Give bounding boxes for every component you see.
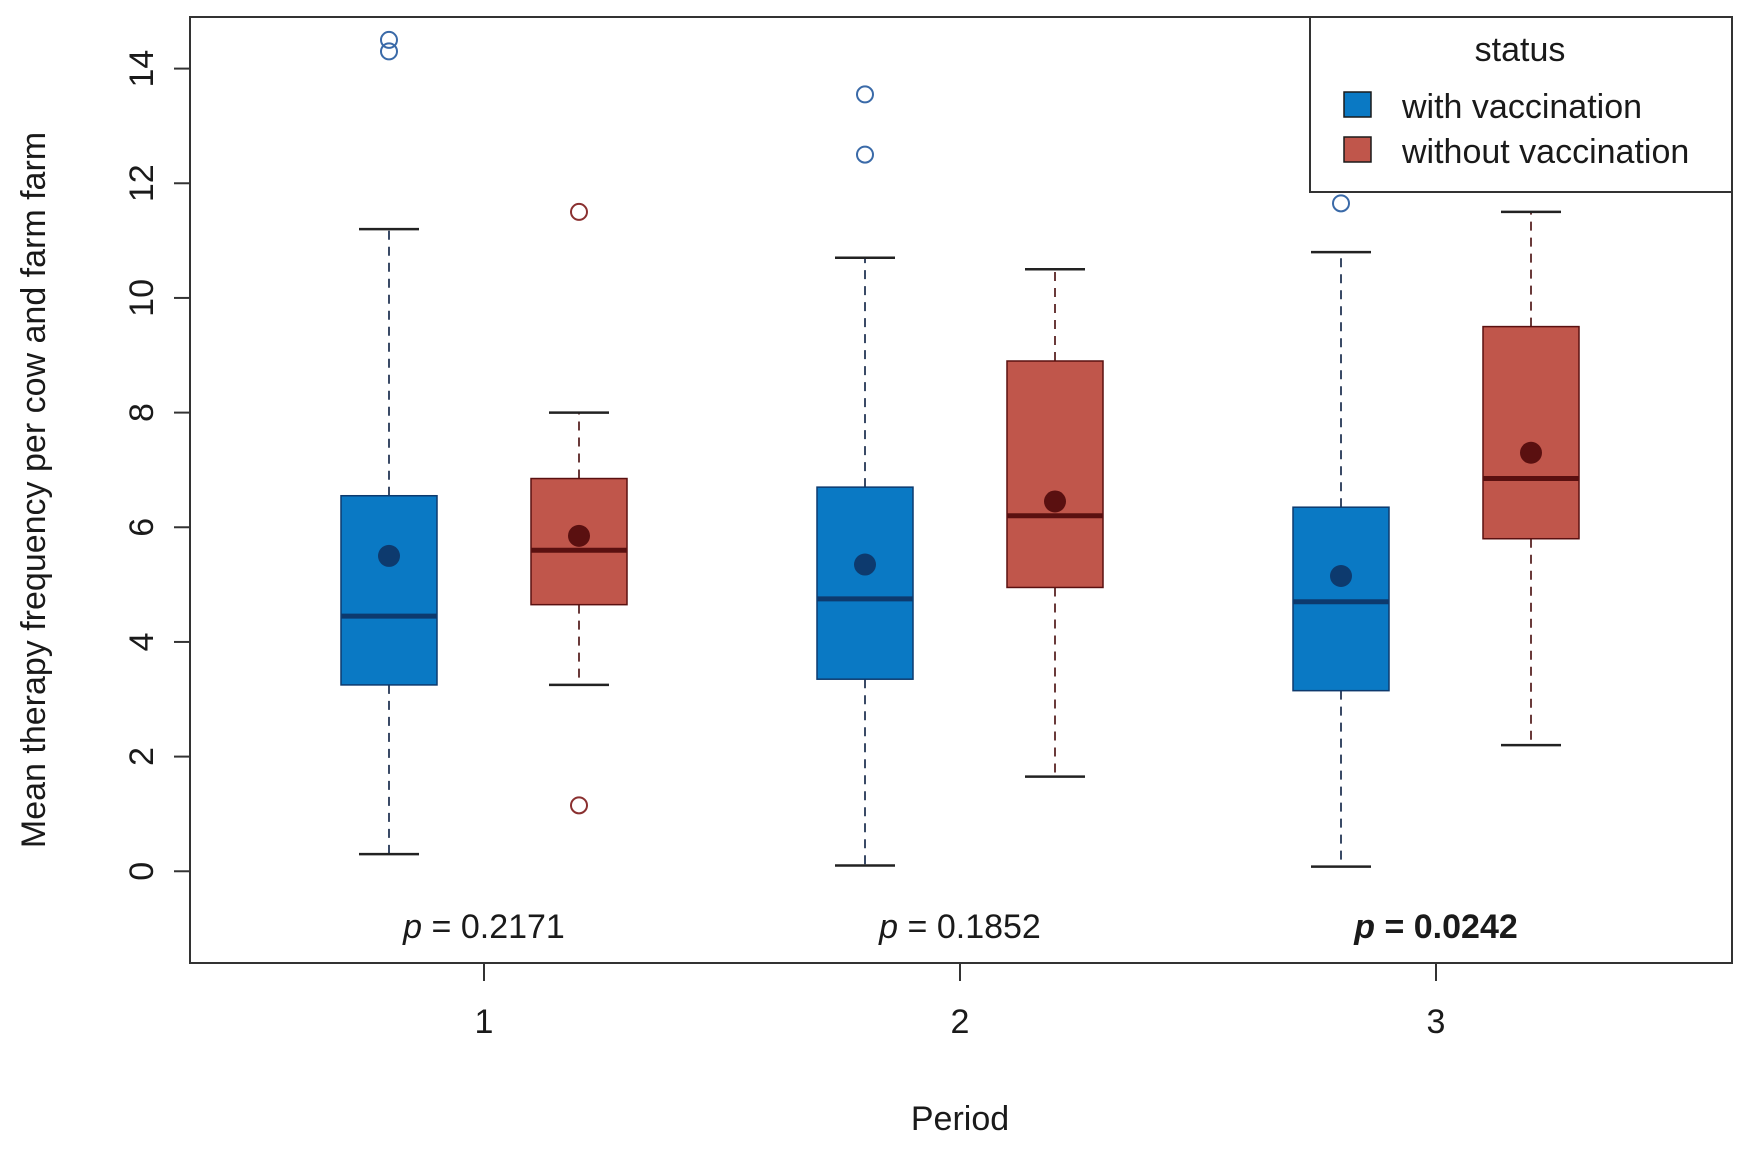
x-tick-label: 3 xyxy=(1427,1003,1446,1041)
box-with-vaccination-period-2 xyxy=(816,85,914,867)
legend-label-with-vaccination: with vaccination xyxy=(1401,88,1642,126)
p-value-period-3: p = 0.0242 xyxy=(1353,908,1518,946)
outlier-point xyxy=(570,796,588,815)
y-tick-label: 12 xyxy=(123,164,161,202)
legend-swatch-with-vaccination xyxy=(1343,91,1372,118)
y-tick-label: 6 xyxy=(123,518,161,537)
y-tick-label: 14 xyxy=(123,50,161,88)
box-iqr xyxy=(816,486,914,680)
legend-title: status xyxy=(1475,31,1566,69)
mean-point xyxy=(1044,490,1066,513)
outlier-point xyxy=(856,145,874,164)
legend-swatch-without-vaccination xyxy=(1343,136,1372,163)
y-tick-label: 2 xyxy=(123,747,161,766)
box-with-vaccination-period-1 xyxy=(340,30,438,856)
box-without-vaccination-period-2 xyxy=(1006,268,1104,778)
outlier-point xyxy=(380,42,398,61)
legend: status with vaccination without vaccinat… xyxy=(1309,16,1733,193)
mean-point xyxy=(1330,565,1352,587)
x-axis-title: Period xyxy=(911,1100,1009,1138)
y-tick-label: 8 xyxy=(123,403,161,422)
y-tick-label: 10 xyxy=(123,279,161,317)
boxes-layer xyxy=(340,30,1580,868)
box-iqr xyxy=(1292,506,1390,692)
p-value-period-1: p = 0.2171 xyxy=(402,908,565,946)
outlier-point xyxy=(380,30,398,49)
legend-box xyxy=(1309,16,1733,193)
y-tick-label: 4 xyxy=(123,632,161,651)
p-value-period-2-label: p xyxy=(878,908,898,946)
p-value-period-2: p = 0.1852 xyxy=(878,908,1041,946)
p-value-period-1-value: = 0.2171 xyxy=(432,908,565,946)
p-value-period-3-label: p xyxy=(1353,908,1375,946)
outlier-point xyxy=(570,202,588,221)
p-value-period-3-value: = 0.0242 xyxy=(1384,908,1517,946)
box-iqr xyxy=(340,494,438,686)
y-axis-title: Mean therapy frequency per cow and farm … xyxy=(15,132,53,848)
outlier-point xyxy=(856,85,874,104)
box-without-vaccination-period-1 xyxy=(530,202,628,815)
p-value-period-1-label: p xyxy=(402,908,422,946)
mean-point xyxy=(568,524,590,547)
outlier-point xyxy=(1332,194,1350,213)
p-value-period-2-value: = 0.1852 xyxy=(908,908,1041,946)
box-without-vaccination-period-3 xyxy=(1482,210,1580,747)
mean-point xyxy=(854,553,876,576)
legend-label-without-vaccination: without vaccination xyxy=(1401,133,1689,171)
x-tick-label: 1 xyxy=(475,1003,494,1041)
x-tick-label: 2 xyxy=(951,1003,970,1041)
y-tick-label: 0 xyxy=(123,862,161,881)
box-iqr xyxy=(1006,360,1104,589)
box-with-vaccination-period-3 xyxy=(1292,194,1390,868)
mean-point xyxy=(1520,441,1542,464)
mean-point xyxy=(378,544,400,567)
box-iqr xyxy=(1482,325,1580,540)
